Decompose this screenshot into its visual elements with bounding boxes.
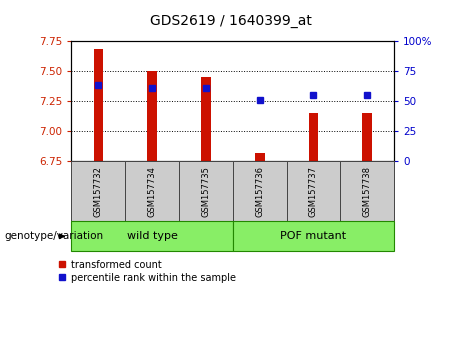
Text: GSM157735: GSM157735	[201, 166, 210, 217]
Bar	[71, 161, 125, 221]
Bar	[233, 161, 287, 221]
Bar	[287, 161, 340, 221]
Text: GSM157732: GSM157732	[94, 166, 103, 217]
Bar	[340, 161, 394, 221]
Bar	[362, 113, 372, 161]
Bar	[125, 161, 179, 221]
Bar	[94, 49, 103, 161]
Text: GSM157737: GSM157737	[309, 166, 318, 217]
Bar	[71, 221, 233, 251]
Bar	[148, 71, 157, 161]
Text: GDS2619 / 1640399_at: GDS2619 / 1640399_at	[149, 14, 312, 28]
Bar	[201, 77, 211, 161]
Bar	[179, 161, 233, 221]
Text: GSM157736: GSM157736	[255, 166, 264, 217]
Text: POF mutant: POF mutant	[280, 231, 347, 241]
Text: wild type: wild type	[127, 231, 177, 241]
Text: GSM157734: GSM157734	[148, 166, 157, 217]
Bar	[255, 153, 265, 161]
Bar	[233, 221, 394, 251]
Bar	[309, 113, 318, 161]
Text: genotype/variation: genotype/variation	[5, 231, 104, 241]
Legend: transformed count, percentile rank within the sample: transformed count, percentile rank withi…	[58, 260, 236, 282]
Text: GSM157738: GSM157738	[363, 166, 372, 217]
